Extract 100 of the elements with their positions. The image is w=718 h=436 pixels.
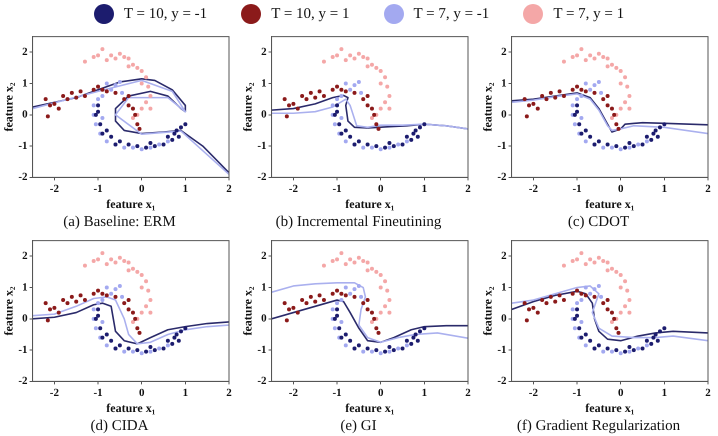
x-tick-label: -1 bbox=[93, 386, 103, 399]
point bbox=[330, 307, 335, 312]
point bbox=[601, 258, 606, 263]
point bbox=[366, 346, 370, 351]
point bbox=[140, 286, 144, 290]
point bbox=[152, 348, 157, 352]
point bbox=[614, 326, 618, 330]
point bbox=[579, 298, 584, 302]
point bbox=[52, 306, 56, 310]
y-tick-label: -2 bbox=[18, 171, 28, 184]
point bbox=[366, 298, 370, 302]
point bbox=[148, 106, 152, 111]
text: (e) GI bbox=[339, 417, 378, 436]
point bbox=[144, 279, 148, 284]
point bbox=[352, 294, 357, 299]
point bbox=[284, 114, 289, 118]
point bbox=[104, 128, 109, 132]
point bbox=[322, 298, 326, 302]
point bbox=[308, 294, 313, 299]
x-tick-label: -2 bbox=[50, 182, 60, 195]
point bbox=[579, 47, 584, 52]
point bbox=[48, 307, 52, 312]
point bbox=[330, 54, 335, 59]
point bbox=[606, 298, 610, 302]
point bbox=[396, 346, 400, 351]
point bbox=[606, 346, 610, 351]
point bbox=[627, 350, 632, 354]
point bbox=[344, 332, 348, 336]
point bbox=[575, 103, 580, 108]
point bbox=[304, 301, 308, 306]
point bbox=[120, 90, 124, 95]
point bbox=[606, 307, 610, 312]
point bbox=[330, 292, 335, 296]
point bbox=[596, 52, 601, 56]
point bbox=[592, 294, 597, 299]
point bbox=[601, 301, 606, 306]
point bbox=[104, 139, 109, 144]
point bbox=[522, 301, 527, 306]
point bbox=[387, 140, 392, 145]
y-tick-label: -1 bbox=[497, 140, 507, 152]
point bbox=[651, 336, 656, 340]
point bbox=[178, 329, 183, 334]
point bbox=[348, 257, 352, 262]
point bbox=[606, 64, 610, 68]
point bbox=[366, 307, 370, 312]
point bbox=[322, 94, 326, 98]
point bbox=[344, 286, 348, 290]
point bbox=[396, 142, 400, 147]
point bbox=[46, 114, 50, 118]
point bbox=[627, 94, 632, 98]
point bbox=[109, 88, 114, 92]
text: (a) Baseline: ERM bbox=[62, 213, 177, 232]
point bbox=[100, 320, 104, 324]
point bbox=[78, 293, 83, 298]
point bbox=[322, 60, 326, 64]
point bbox=[104, 89, 109, 94]
point bbox=[126, 103, 131, 108]
y-tick-label: -1 bbox=[18, 344, 28, 356]
point bbox=[361, 301, 366, 306]
point bbox=[387, 146, 392, 150]
x-axis-title: feature x₁ bbox=[106, 400, 156, 415]
x-tick-label: 1 bbox=[182, 386, 188, 399]
point bbox=[632, 144, 636, 148]
point bbox=[348, 134, 352, 139]
point bbox=[104, 343, 109, 348]
point bbox=[126, 56, 131, 60]
point bbox=[109, 338, 114, 343]
y-axis-title: feature x₂ bbox=[1, 286, 16, 336]
x-tick-label: 1 bbox=[422, 386, 428, 399]
point bbox=[366, 64, 370, 68]
point bbox=[183, 122, 188, 126]
point bbox=[157, 142, 162, 147]
point bbox=[614, 348, 618, 352]
point bbox=[387, 94, 392, 98]
y-tick-label: 1 bbox=[22, 281, 28, 294]
x-tick-label: -2 bbox=[528, 182, 538, 195]
point bbox=[322, 264, 326, 268]
point bbox=[544, 301, 548, 306]
point bbox=[130, 320, 135, 324]
point bbox=[282, 301, 287, 306]
point bbox=[404, 343, 409, 348]
point bbox=[579, 292, 584, 296]
point bbox=[627, 298, 632, 302]
point bbox=[614, 144, 618, 148]
point bbox=[584, 139, 588, 144]
point bbox=[56, 310, 61, 315]
y-tick-label: 2 bbox=[261, 250, 268, 262]
y-axis-title: feature x₂ bbox=[480, 82, 494, 132]
point bbox=[348, 53, 352, 58]
y-tick-label: 1 bbox=[22, 77, 28, 90]
point bbox=[352, 90, 357, 95]
point bbox=[92, 88, 96, 92]
point bbox=[588, 257, 592, 262]
y-tick-label: 0 bbox=[261, 312, 268, 325]
point bbox=[370, 350, 374, 354]
point bbox=[291, 306, 296, 310]
x-axis-title: feature x₁ bbox=[345, 196, 395, 211]
point bbox=[654, 332, 658, 336]
point bbox=[335, 307, 340, 312]
x-axis-title: feature x₁ bbox=[585, 196, 635, 211]
